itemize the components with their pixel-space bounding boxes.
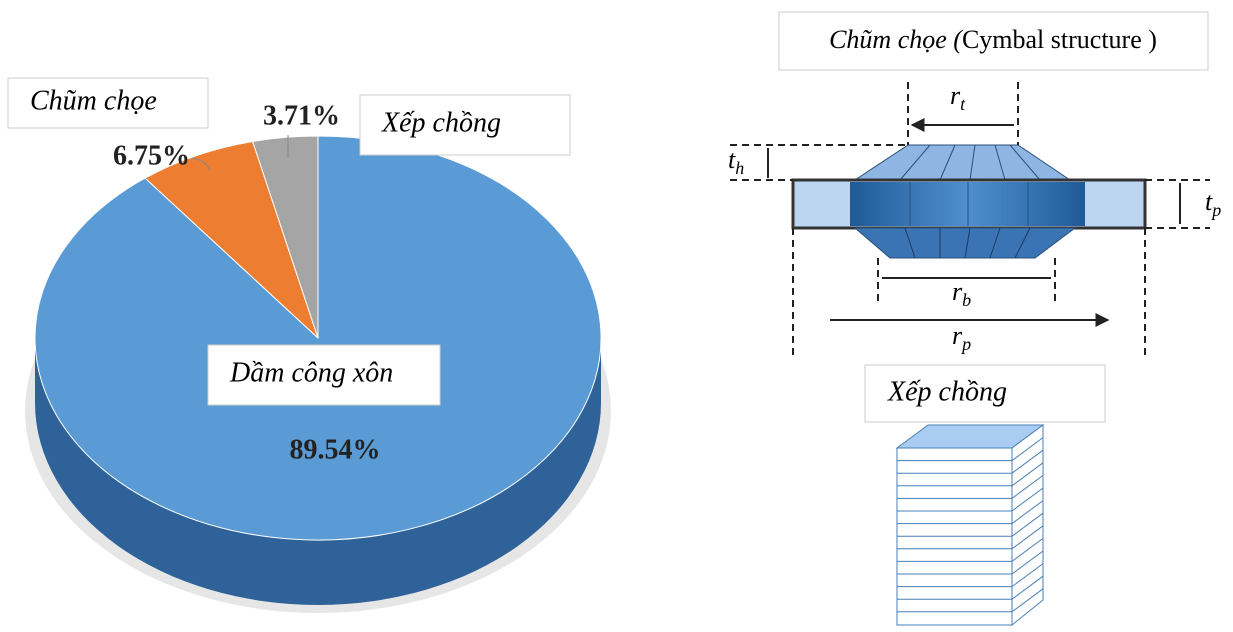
title-box: [778, 11, 1209, 71]
dim-sub: b: [962, 290, 971, 310]
title-italic: Chũm chọe (: [829, 25, 963, 54]
pie-slice: [251, 135, 319, 339]
stack-box: [864, 364, 1106, 423]
layer-line: [897, 512, 1044, 537]
diagram-title: Chũm chọe (Cymbal structure ): [829, 25, 1157, 54]
layer-line: [897, 550, 1044, 575]
dim-sub: p: [1210, 200, 1221, 220]
layer-line: [897, 575, 1044, 600]
title-rest: Cymbal structure ): [962, 25, 1157, 54]
layer-line: [897, 563, 1044, 588]
category-box: [207, 344, 441, 406]
dim-label: tp: [1205, 187, 1221, 220]
category-label: Dầm công xôn: [229, 357, 393, 388]
layer-line: [897, 537, 1044, 562]
category-box: [359, 94, 571, 156]
top-cone: [853, 144, 1072, 181]
value-label: 89.54%: [290, 434, 381, 465]
dim-label: th: [728, 145, 744, 178]
layer-line: [897, 462, 1044, 487]
category-box: [7, 77, 209, 129]
dim-sub: t: [960, 94, 966, 114]
layer-line: [897, 437, 1044, 462]
layer-line: [897, 449, 1044, 474]
layer-line: [897, 474, 1044, 499]
pie-chart: Dầm công xôn 89.54% Chũm chọe 6.75% Xếp chồn…: [7, 77, 611, 613]
dim-symbol: r: [952, 277, 963, 306]
dim-lines: [730, 82, 1210, 360]
stack-layers: [897, 437, 1044, 613]
category-label: Chũm chọe: [30, 85, 157, 116]
value-label: 6.75%: [113, 140, 190, 171]
pie-side: [35, 338, 601, 605]
layer-line: [897, 588, 1044, 613]
dim-symbol: t: [1205, 187, 1213, 216]
pie-slice: [144, 140, 319, 339]
dim-sub: p: [960, 334, 971, 354]
leader-line: [191, 135, 289, 171]
layer-line: [897, 525, 1044, 550]
dim-sub: h: [735, 158, 744, 178]
bottom-cone: [853, 227, 1077, 259]
cymbal-diagram: Chũm chọe (Cymbal structure ) rtthtprbrp…: [728, 11, 1221, 627]
stack-label: Xếp chồng: [887, 376, 1007, 407]
value-label: 3.71%: [263, 100, 340, 131]
dim-label: rp: [952, 321, 971, 354]
category-label: Xếp chồng: [381, 107, 501, 138]
dim-symbol: t: [728, 145, 736, 174]
layer-line: [897, 487, 1044, 512]
dim-symbol: r: [950, 81, 961, 110]
dim-label: rb: [952, 277, 971, 310]
dim-label: rt: [950, 81, 966, 114]
dim-symbol: r: [952, 321, 963, 350]
dim-arrows: [767, 125, 1181, 320]
layer-line: [897, 500, 1044, 525]
